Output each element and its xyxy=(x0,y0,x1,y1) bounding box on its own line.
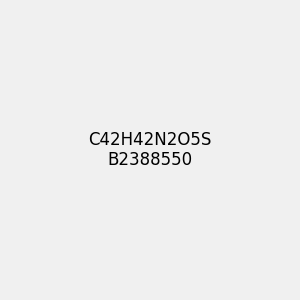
Text: C42H42N2O5S
B2388550: C42H42N2O5S B2388550 xyxy=(88,130,212,170)
